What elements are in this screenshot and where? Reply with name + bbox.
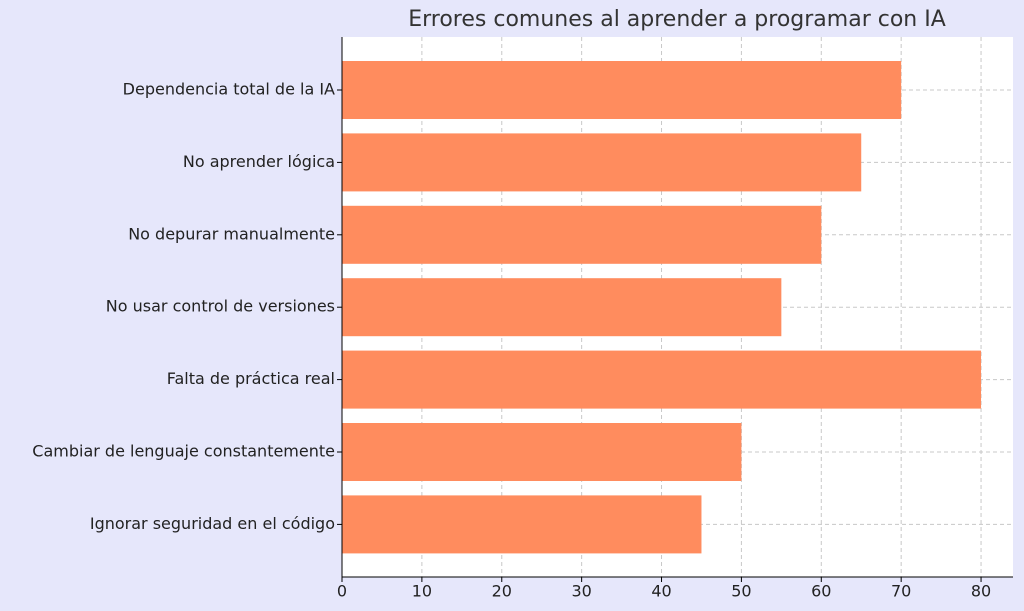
y-tick-label: Cambiar de lenguaje constantemente	[32, 442, 335, 461]
bar	[342, 495, 702, 554]
x-tick-label: 20	[492, 582, 512, 601]
bar	[342, 133, 862, 192]
bar	[342, 423, 742, 481]
y-tick-label: No aprender lógica	[183, 152, 335, 171]
x-tick-label: 10	[412, 582, 432, 601]
bar	[342, 205, 822, 264]
bar	[342, 278, 782, 337]
y-tick-label: Ignorar seguridad en el código	[90, 514, 335, 533]
chart-title: Errores comunes al aprender a programar …	[408, 7, 946, 32]
y-tick-label: Falta de práctica real	[167, 369, 335, 388]
x-tick-label: 30	[571, 582, 591, 601]
x-tick-label: 0	[337, 582, 347, 601]
y-tick-label: Dependencia total de la IA	[123, 80, 335, 99]
x-tick-label: 70	[891, 582, 911, 601]
bar	[342, 61, 902, 119]
x-tick-label: 80	[971, 582, 991, 601]
y-tick-label: No depurar manualmente	[128, 224, 335, 243]
bar	[342, 350, 982, 409]
x-tick-label: 40	[651, 582, 671, 601]
y-tick-label: No usar control de versiones	[106, 297, 335, 316]
x-tick-label: 50	[731, 582, 751, 601]
x-tick-label: 60	[811, 582, 831, 601]
